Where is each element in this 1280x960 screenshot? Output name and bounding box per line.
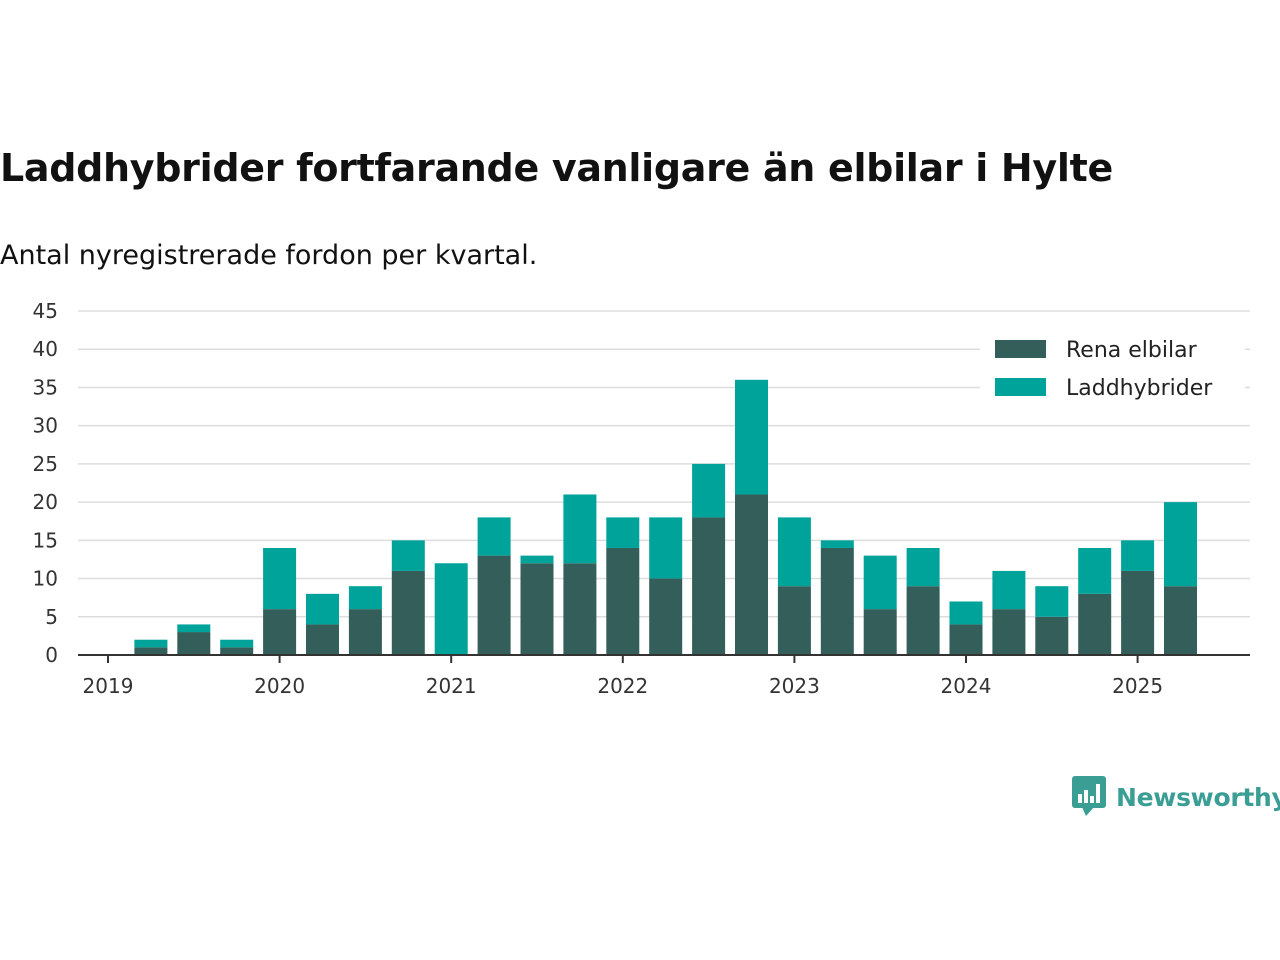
bar-laddhybrider-2021Q4 — [563, 494, 597, 564]
bar-laddhybrider-2022Q2 — [649, 517, 683, 579]
y-tick-label: 25 — [33, 452, 58, 476]
bar-laddhybrider-2024Q4 — [1078, 547, 1112, 594]
bar-rena-elbilar-2021Q3 — [520, 563, 554, 655]
bar-laddhybrider-2019Q4 — [220, 639, 254, 648]
legend-swatch — [995, 340, 1046, 358]
bar-rena-elbilar-2022Q1 — [606, 547, 640, 655]
y-tick-label: 0 — [45, 643, 58, 667]
bar-rena-elbilar-2023Q1 — [777, 586, 811, 655]
x-tick-label: 2025 — [1112, 674, 1163, 698]
bar-laddhybrider-2024Q2 — [992, 570, 1026, 610]
y-tick-label: 5 — [45, 605, 58, 629]
bar-laddhybrider-2022Q3 — [692, 463, 726, 518]
bar-rena-elbilar-2020Q3 — [348, 609, 382, 655]
bars — [134, 379, 1197, 655]
bar-rena-elbilar-2024Q1 — [949, 624, 983, 655]
x-tick-label: 2024 — [941, 674, 992, 698]
bar-laddhybrider-2021Q1 — [434, 563, 468, 655]
y-tick-label: 35 — [33, 375, 58, 399]
bar-laddhybrider-2024Q1 — [949, 601, 983, 625]
bar-rena-elbilar-2023Q2 — [820, 547, 854, 655]
bar-rena-elbilar-2023Q4 — [906, 586, 940, 655]
legend-label: Rena elbilar — [1066, 338, 1198, 363]
y-axis-ticks: 0 5 10 15 20 25 30 35 40 45 — [33, 299, 58, 667]
bar-laddhybrider-2023Q1 — [777, 517, 811, 587]
x-tick-label: 2022 — [597, 674, 648, 698]
newsworthy-logo-icon — [1072, 776, 1106, 816]
bar-laddhybrider-2025Q1 — [1121, 540, 1155, 571]
y-tick-label: 15 — [33, 528, 58, 552]
bar-laddhybrider-2025Q2 — [1164, 502, 1197, 587]
bar-laddhybrider-2020Q3 — [348, 586, 382, 610]
bar-rena-elbilar-2019Q3 — [177, 632, 211, 655]
bar-rena-elbilar-2020Q1 — [263, 609, 297, 655]
bar-rena-elbilar-2021Q2 — [477, 555, 511, 655]
bar-rena-elbilar-2024Q2 — [992, 609, 1026, 655]
bar-laddhybrider-2020Q2 — [306, 593, 339, 625]
x-tick-label: 2021 — [426, 674, 477, 698]
chart-title: Laddhybrider fortfarande vanligare än el… — [0, 146, 1113, 190]
bar-rena-elbilar-2020Q4 — [391, 570, 425, 655]
bar-laddhybrider-2020Q4 — [391, 540, 425, 571]
bar-rena-elbilar-2024Q3 — [1035, 616, 1069, 655]
bar-rena-elbilar-2022Q2 — [649, 578, 683, 655]
bar-rena-elbilar-2021Q4 — [563, 563, 597, 655]
bar-rena-elbilar-2022Q3 — [692, 517, 726, 655]
bar-rena-elbilar-2019Q4 — [220, 647, 254, 655]
x-tick-label: 2020 — [254, 674, 305, 698]
chart-subtitle: Antal nyregistrerade fordon per kvartal. — [0, 240, 538, 271]
x-axis: 2019 2020 2021 2022 2023 2024 2025 — [78, 654, 1250, 698]
bar-rena-elbilar-2025Q2 — [1164, 586, 1197, 655]
bar-rena-elbilar-2023Q3 — [863, 609, 897, 655]
bar-laddhybrider-2022Q1 — [606, 517, 640, 548]
legend-label: Laddhybrider — [1066, 376, 1213, 401]
bar-laddhybrider-2023Q2 — [820, 540, 854, 548]
y-tick-label: 10 — [33, 567, 58, 591]
brand-logo: Newsworthy — [1072, 776, 1280, 818]
bar-rena-elbilar-2024Q4 — [1078, 593, 1112, 655]
y-tick-label: 20 — [33, 490, 58, 514]
bar-rena-elbilar-2019Q2 — [134, 647, 168, 655]
bar-laddhybrider-2022Q4 — [735, 379, 768, 495]
brand-name: Newsworthy — [1116, 782, 1280, 812]
bar-laddhybrider-2021Q2 — [477, 517, 511, 556]
legend: Rena elbilar Laddhybrider — [980, 325, 1245, 405]
bar-laddhybrider-2019Q2 — [134, 639, 168, 648]
bar-rena-elbilar-2022Q4 — [735, 494, 768, 655]
bar-laddhybrider-2020Q1 — [263, 547, 297, 610]
legend-swatch — [995, 378, 1046, 396]
bar-laddhybrider-2023Q4 — [906, 547, 940, 587]
x-tick-label: 2023 — [769, 674, 820, 698]
y-tick-label: 45 — [33, 299, 58, 323]
bar-laddhybrider-2021Q3 — [520, 555, 554, 564]
y-tick-label: 40 — [33, 337, 58, 361]
bar-laddhybrider-2019Q3 — [177, 624, 211, 633]
bar-laddhybrider-2023Q3 — [863, 555, 897, 610]
x-tick-label: 2019 — [83, 674, 134, 698]
bar-rena-elbilar-2020Q2 — [306, 624, 339, 655]
bar-rena-elbilar-2025Q1 — [1121, 570, 1155, 655]
bar-laddhybrider-2024Q3 — [1035, 586, 1069, 617]
y-tick-label: 30 — [33, 414, 58, 438]
